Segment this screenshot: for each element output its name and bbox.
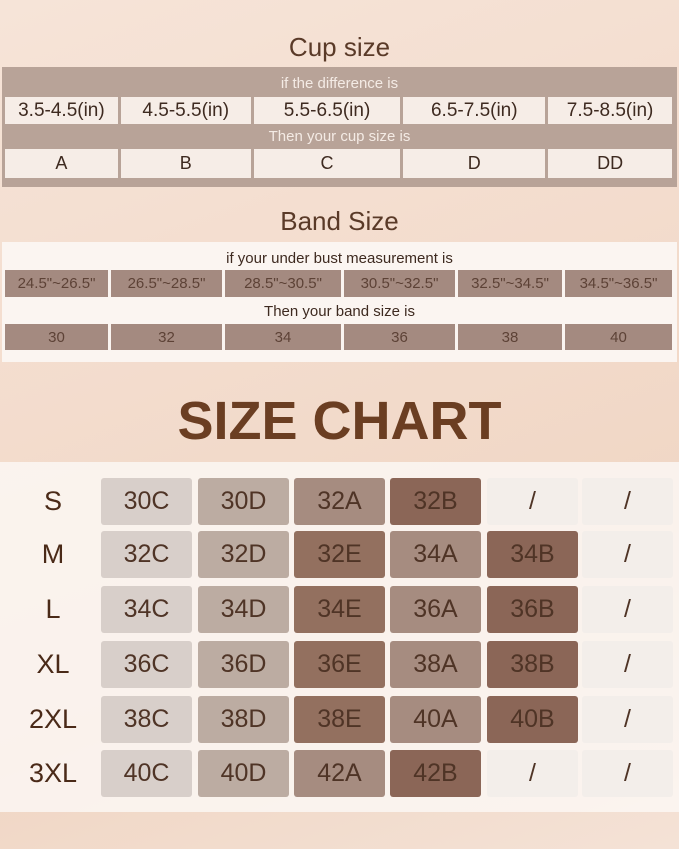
cup-range-cell: 3.5-4.5(in): [5, 97, 118, 124]
cup-range-cell: 6.5-7.5(in): [403, 97, 546, 124]
size-row: XL 36C 36D 36E 38A 38B /: [0, 641, 679, 688]
band-size-cell: 36: [344, 324, 455, 350]
size-cell: /: [582, 641, 673, 688]
band-result-prompt: Then your band size is: [264, 303, 415, 320]
size-cell: 38A: [390, 641, 481, 688]
size-cell: 42A: [294, 750, 385, 797]
size-cell: 30C: [101, 478, 192, 525]
band-size-cell: 40: [565, 324, 672, 350]
size-label: M: [41, 539, 65, 569]
size-cell: 40B: [487, 696, 578, 743]
size-chart-grid: S 30C 30D 32A 32B / / M 32C 32D 32E 34A 34B / L 34C 34D 3…: [0, 462, 679, 812]
size-cell: /: [487, 750, 578, 797]
size-label: XL: [36, 649, 70, 679]
cup-range-cell: 7.5-8.5(in): [548, 97, 672, 124]
size-cell: 34C: [101, 586, 192, 633]
band-range-cell: 30.5"~32.5": [344, 270, 455, 297]
size-cell: 32B: [390, 478, 481, 525]
size-label: L: [45, 594, 61, 624]
cup-size-cell: D: [403, 149, 546, 178]
band-size-cell: 30: [5, 324, 108, 350]
size-cell: /: [582, 531, 673, 578]
size-cell: 32C: [101, 531, 192, 578]
band-range-cell: 28.5"~30.5": [225, 270, 341, 297]
size-cell: 36A: [390, 586, 481, 633]
size-row: L 34C 34D 34E 36A 36B /: [0, 586, 679, 633]
cup-prompt: if the difference is: [280, 75, 399, 92]
size-cell: /: [487, 478, 578, 525]
size-cell: 38B: [487, 641, 578, 688]
size-cell: 34E: [294, 586, 385, 633]
size-cell: /: [582, 696, 673, 743]
band-size-cell: 38: [458, 324, 562, 350]
band-range-cell: 32.5"~34.5": [458, 270, 562, 297]
band-range-cell: 24.5"~26.5": [5, 270, 108, 297]
size-row: 2XL 38C 38D 38E 40A 40B /: [0, 696, 679, 743]
cup-size-table: if the difference is 3.5-4.5(in) 4.5-5.5(…: [2, 67, 677, 187]
size-cell: 32E: [294, 531, 385, 578]
size-cell: 36E: [294, 641, 385, 688]
size-row: S 30C 30D 32A 32B / /: [0, 478, 679, 525]
size-cell: 42B: [390, 750, 481, 797]
size-label: S: [43, 486, 62, 516]
size-cell: 34A: [390, 531, 481, 578]
size-cell: 40A: [390, 696, 481, 743]
size-cell: 38D: [198, 696, 289, 743]
band-size-title: Band Size: [280, 206, 399, 236]
size-cell: 38C: [101, 696, 192, 743]
cup-size-cell: A: [5, 149, 118, 178]
size-cell: 36C: [101, 641, 192, 688]
band-size-cell: 32: [111, 324, 222, 350]
size-cell: 38E: [294, 696, 385, 743]
size-cell: 30D: [198, 478, 289, 525]
size-chart-title: SIZE CHART: [177, 391, 502, 451]
band-range-cell: 34.5"~36.5": [565, 270, 672, 297]
size-cell: 36D: [198, 641, 289, 688]
size-label: 3XL: [28, 758, 78, 788]
size-cell: /: [582, 478, 673, 525]
size-cell: 40C: [101, 750, 192, 797]
band-size-table: if your under bust measurement is 24.5"~…: [2, 242, 677, 362]
cup-size-cell: B: [120, 149, 251, 178]
size-cell: /: [582, 586, 673, 633]
band-size-cell: 34: [225, 324, 341, 350]
cup-size-cell: DD: [548, 149, 672, 178]
size-cell: 32D: [198, 531, 289, 578]
size-cell: 36B: [487, 586, 578, 633]
size-cell: 32A: [294, 478, 385, 525]
cup-range-cell: 4.5-5.5(in): [120, 97, 251, 124]
size-row: M 32C 32D 32E 34A 34B /: [0, 531, 679, 578]
cup-size-title: Cup size: [288, 32, 391, 62]
size-cell: 34B: [487, 531, 578, 578]
cup-result-prompt: Then your cup size is: [268, 128, 411, 145]
size-row: 3XL 40C 40D 42A 42B / /: [0, 750, 679, 797]
size-cell: 34D: [198, 586, 289, 633]
band-range-cell: 26.5"~28.5": [111, 270, 222, 297]
cup-size-cell: C: [253, 149, 401, 178]
size-cell: /: [582, 750, 673, 797]
band-prompt: if your under bust measurement is: [226, 250, 453, 267]
size-cell: 40D: [198, 750, 289, 797]
cup-range-cell: 5.5-6.5(in): [253, 97, 401, 124]
size-label: 2XL: [28, 704, 78, 734]
